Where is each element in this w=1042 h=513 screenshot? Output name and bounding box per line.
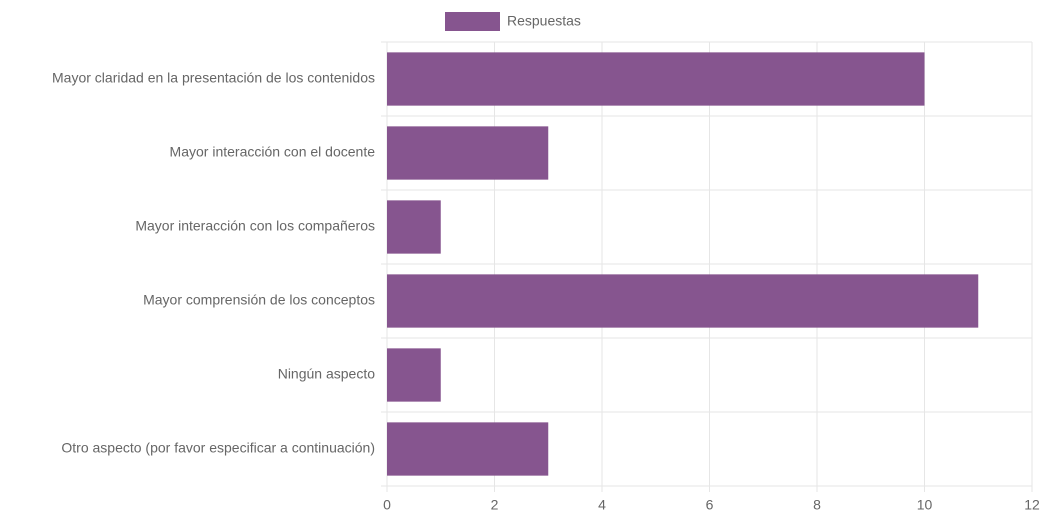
y-tick-label: Mayor interacción con los compañeros (135, 218, 375, 234)
x-tick-label: 6 (706, 497, 714, 513)
y-tick-label: Mayor comprensión de los conceptos (143, 292, 375, 308)
y-tick-label: Ningún aspecto (278, 366, 376, 382)
bar (387, 126, 549, 180)
legend-label: Respuestas (507, 13, 581, 29)
x-tick-label: 10 (917, 497, 933, 513)
y-tick-label: Mayor claridad en la presentación de los… (52, 70, 375, 86)
bar (387, 422, 549, 476)
bar (387, 348, 441, 402)
x-tick-label: 8 (813, 497, 821, 513)
x-tick-label: 4 (598, 497, 606, 513)
x-tick-label: 2 (491, 497, 499, 513)
legend-swatch (445, 12, 500, 31)
y-tick-label: Otro aspecto (por favor especificar a co… (61, 440, 375, 456)
bar (387, 52, 925, 106)
bar (387, 200, 441, 254)
bar (387, 274, 979, 328)
x-tick-label: 12 (1024, 497, 1040, 513)
y-tick-label: Mayor interacción con el docente (170, 144, 376, 160)
x-tick-label: 0 (383, 497, 391, 513)
